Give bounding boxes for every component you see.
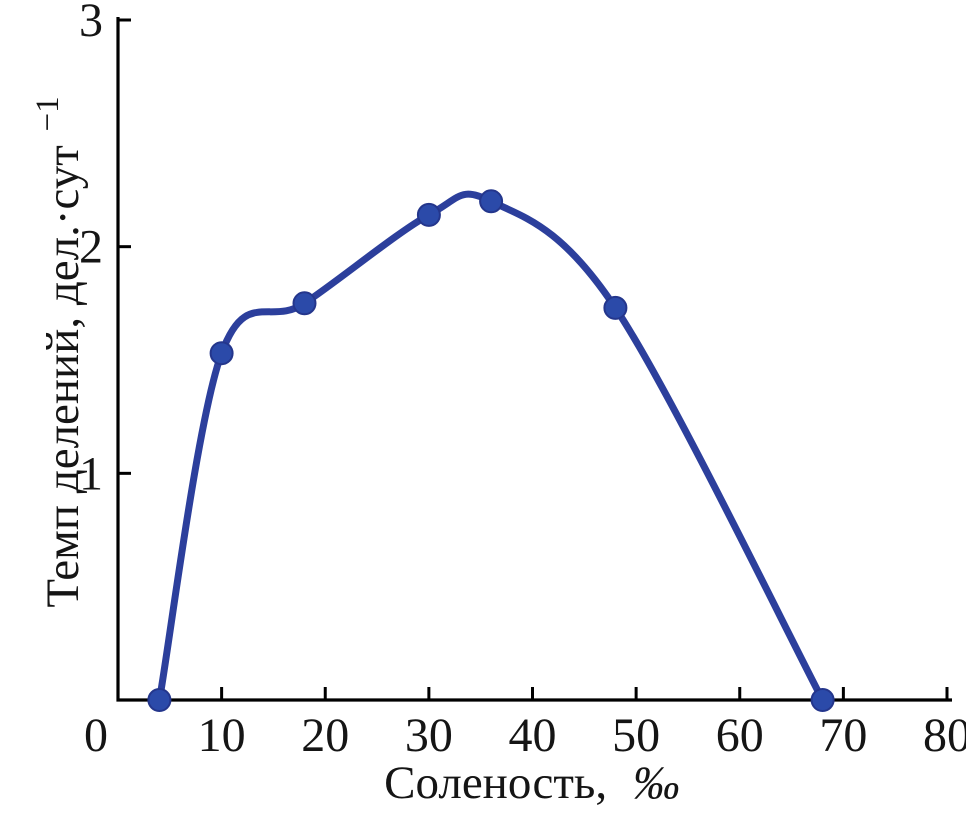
data-point bbox=[292, 291, 317, 316]
data-point bbox=[416, 202, 441, 227]
data-point bbox=[147, 688, 172, 712]
x-tick-label: 10 bbox=[198, 709, 246, 762]
y-tick-label: 1 bbox=[79, 447, 103, 500]
x-tick-label: 40 bbox=[509, 709, 557, 762]
x-tick-label: 60 bbox=[716, 709, 764, 762]
data-point bbox=[209, 341, 234, 366]
y-tick-label: 3 bbox=[79, 0, 103, 47]
x-axis-unit: ‰ bbox=[633, 757, 680, 809]
x-tick-label: 70 bbox=[819, 709, 867, 762]
data-point bbox=[603, 295, 628, 320]
y-axis-title-exponent: −1 bbox=[30, 96, 66, 131]
x-axis-title-text: Соленость, bbox=[384, 757, 607, 809]
x-tick-label: 30 bbox=[405, 709, 453, 762]
series-line bbox=[155, 190, 827, 704]
y-tick-label: 2 bbox=[79, 221, 103, 274]
data-point bbox=[810, 688, 835, 712]
x-tick-label: 80 bbox=[923, 709, 966, 762]
x-tick-label: 20 bbox=[301, 709, 349, 762]
axis-spine bbox=[116, 17, 952, 702]
data-point bbox=[479, 189, 504, 214]
axes: 0 10 20 30 40 50 60 70 80 1 2 3 bbox=[79, 0, 966, 762]
x-axis-title: Соленость, ‰ bbox=[384, 757, 680, 809]
y-axis-title-text: Темп делений, дел.·сут bbox=[37, 145, 89, 607]
data-series bbox=[147, 189, 835, 712]
y-axis-title: Темп делений, дел.·сут −1 bbox=[30, 96, 89, 607]
x-tick-label: 0 bbox=[84, 709, 108, 762]
x-tick-label: 50 bbox=[612, 709, 660, 762]
